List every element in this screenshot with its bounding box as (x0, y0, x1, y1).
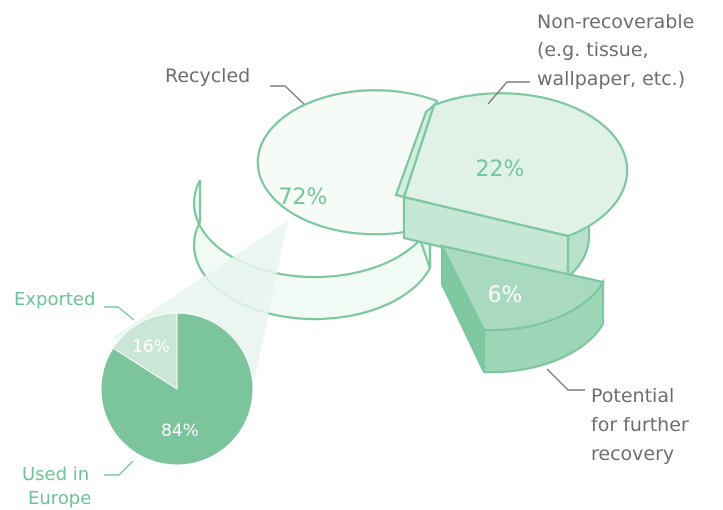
slice-potential-top (439, 244, 605, 332)
slice-recycled-top (256, 89, 439, 236)
leader-non-recoverable (487, 81, 530, 105)
leader-used-in-europe (104, 460, 134, 476)
data-label-used-in-europe: 84% (161, 421, 199, 441)
leader-exported (104, 306, 135, 321)
leader-potential (546, 368, 585, 391)
small-pie (100, 312, 254, 466)
data-label-exported: 16% (132, 337, 170, 357)
label-used-in-europe-1: Used in (22, 464, 89, 485)
label-potential-3: recovery (591, 443, 674, 465)
label-exported: Exported (14, 289, 95, 310)
label-recycled: Recycled (165, 65, 250, 87)
data-label-non-recoverable: 22% (476, 157, 525, 182)
leader-recycled (270, 85, 305, 105)
label-used-in-europe-2: Europe (28, 488, 91, 509)
slice-exported (112, 312, 178, 390)
data-label-potential: 6% (488, 283, 523, 308)
data-label-recycled: 72% (279, 185, 328, 210)
slice-non-recoverable (394, 92, 629, 280)
slice-non-recoverable-left-face (394, 101, 437, 199)
label-non-recoverable-3: wallpaper, etc.) (537, 68, 685, 90)
label-potential-2: for further (591, 414, 689, 436)
label-potential-1: Potential (591, 385, 674, 407)
label-non-recoverable-1: Non-recoverable (537, 11, 694, 33)
slice-non-recoverable-top (402, 92, 629, 238)
slice-potential (439, 244, 605, 374)
label-non-recoverable-2: (e.g. tissue, (537, 39, 649, 61)
